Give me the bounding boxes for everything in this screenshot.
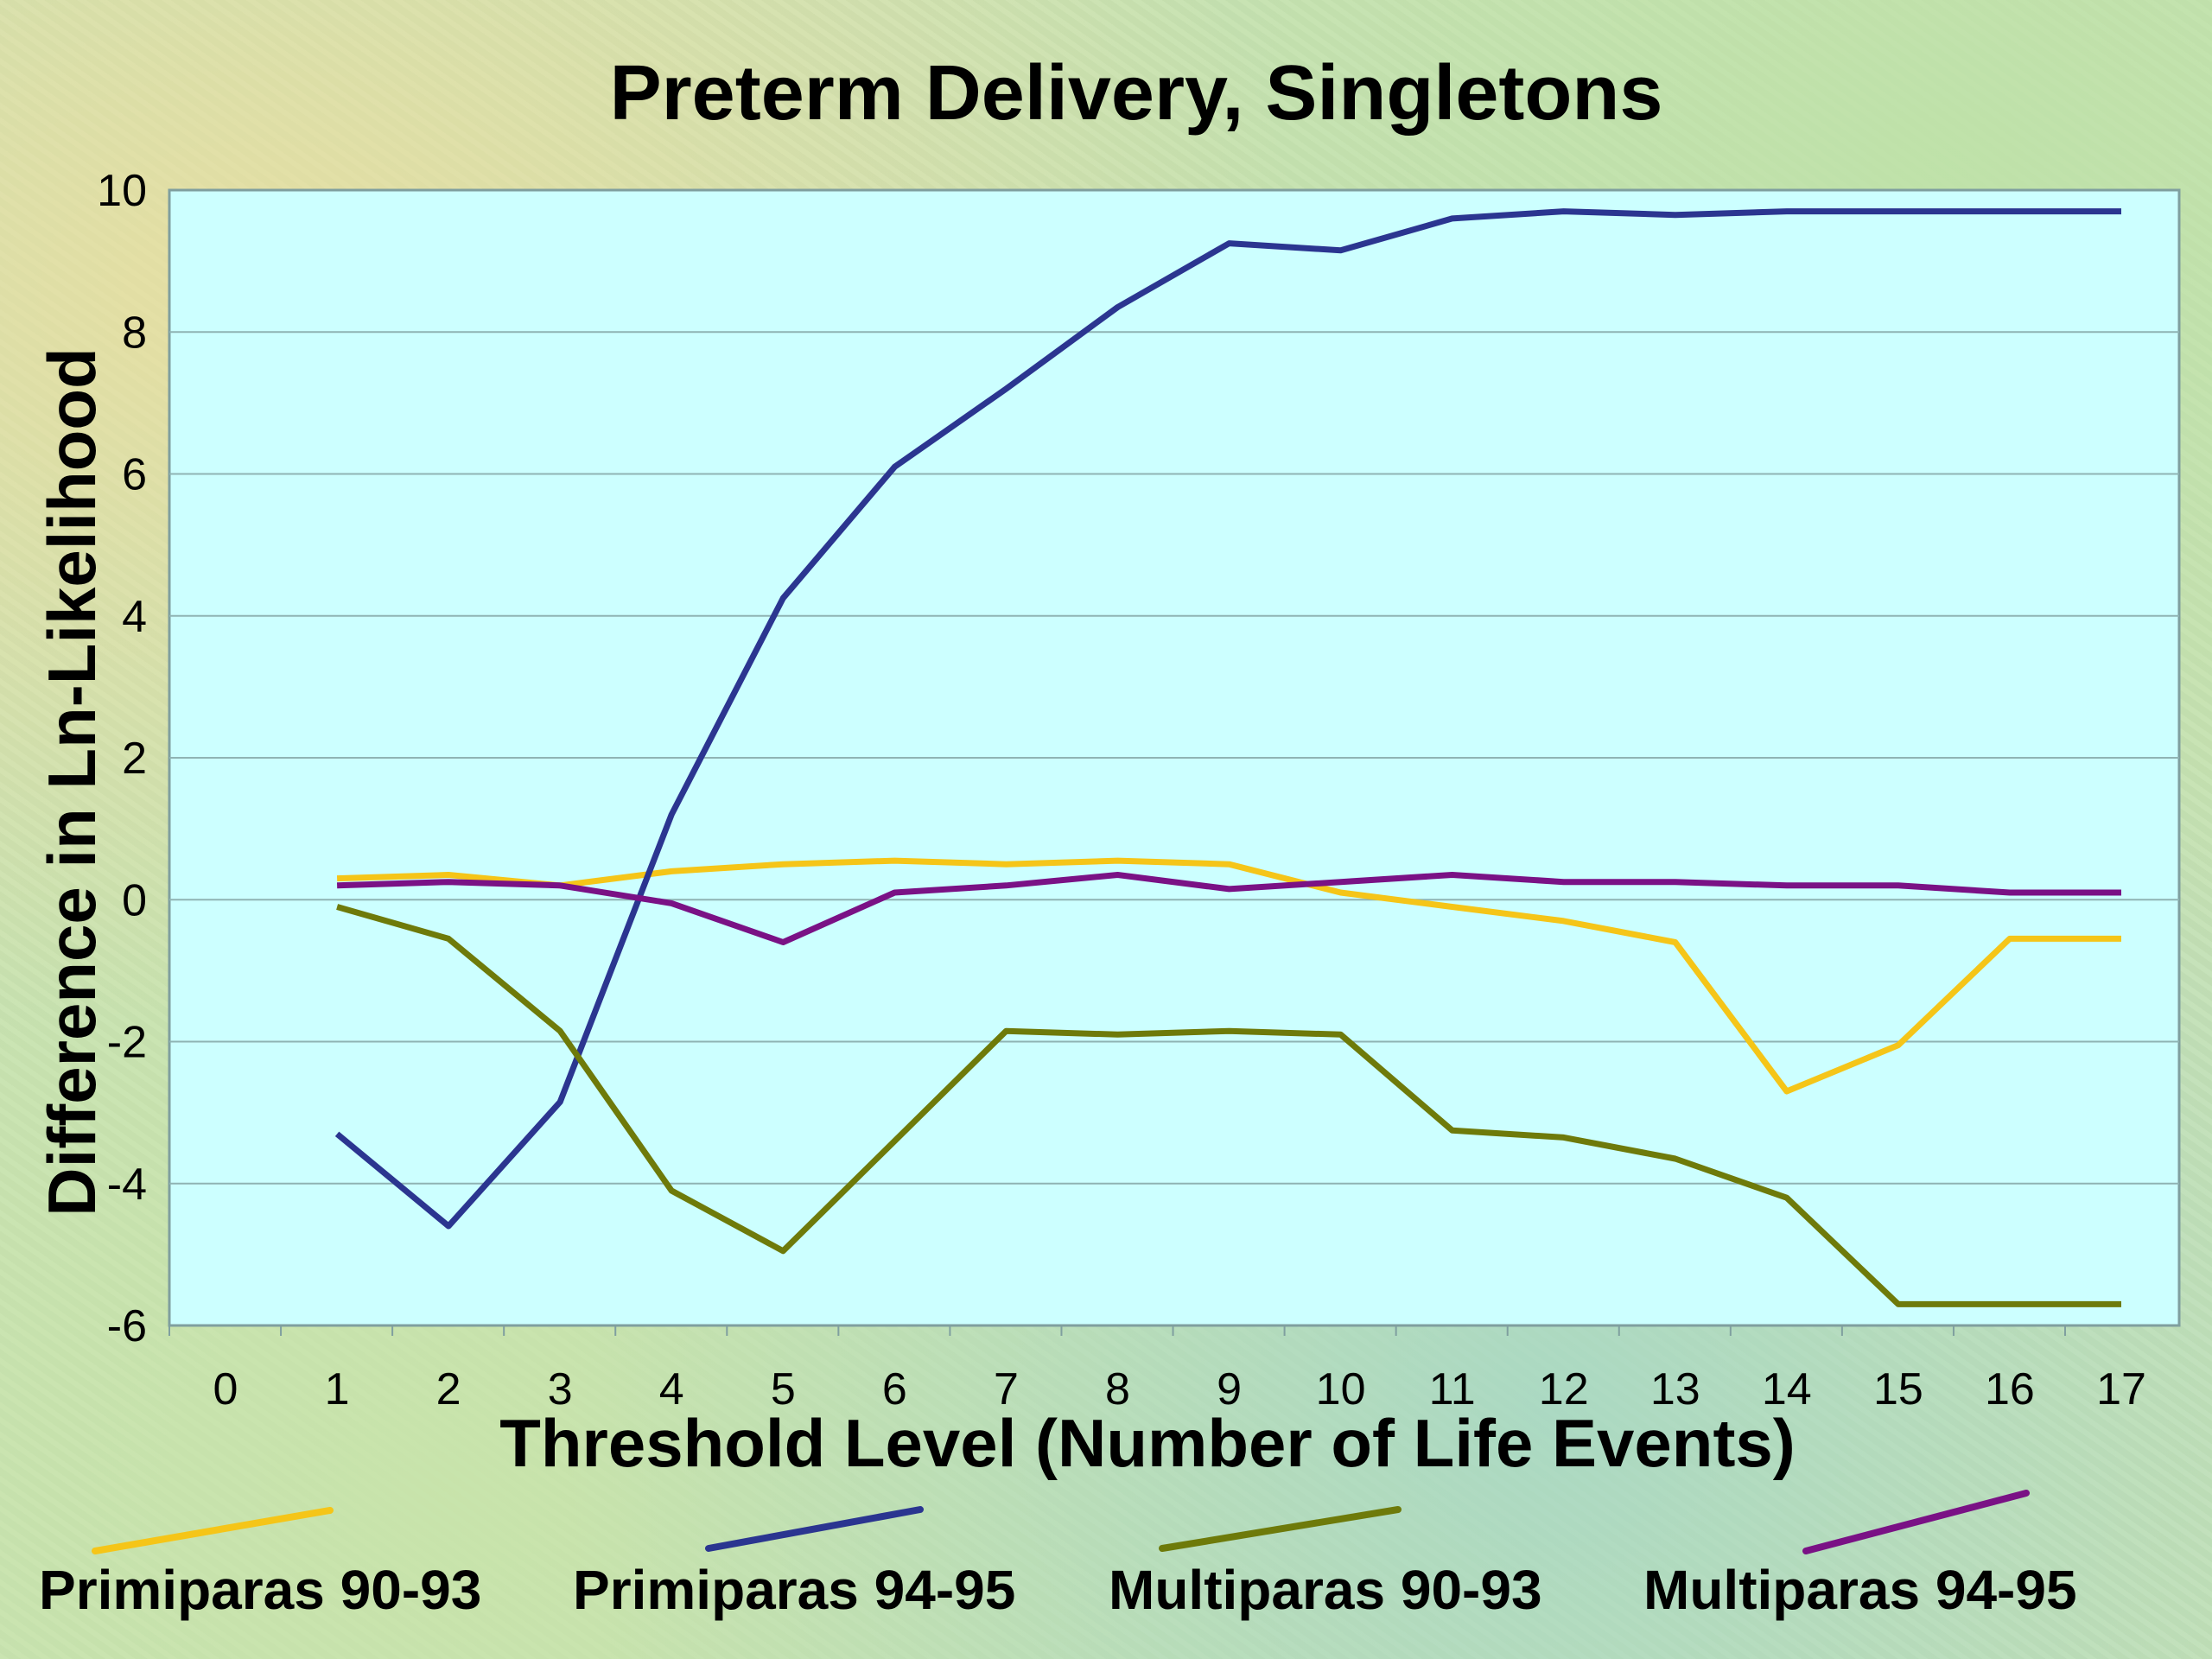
y-tick-label: 8	[122, 308, 147, 358]
x-tick-label: 11	[1429, 1364, 1476, 1414]
x-tick-label: 16	[1985, 1364, 2035, 1414]
y-tick-label: -2	[107, 1018, 147, 1068]
x-tick-label: 3	[548, 1364, 573, 1414]
series-line-4	[336, 872, 2121, 945]
x-axis-title: Threshold Level (Number of Life Events)	[499, 1405, 1796, 1481]
x-axis-ticks: 0 1 2 3 4 5 6 7 8 9 10 11 12 13 14 15 16 17	[168, 1325, 2146, 1414]
series-line-3	[336, 904, 2121, 1307]
legend-swatch	[1802, 1490, 2030, 1554]
x-tick-label: 12	[1539, 1364, 1589, 1414]
legend-swatch	[1159, 1506, 1402, 1552]
legend-swatch	[92, 1507, 334, 1554]
gridlines	[169, 331, 2179, 1185]
y-tick-label: 6	[122, 450, 147, 500]
y-tick-label: 10	[97, 166, 147, 216]
series-line-1	[336, 857, 2121, 1095]
x-tick-label: 14	[1762, 1364, 1812, 1414]
x-tick-label: 17	[2096, 1364, 2146, 1414]
y-tick-label: -6	[107, 1301, 147, 1351]
x-tick-label: 2	[436, 1364, 461, 1414]
x-tick-label: 9	[1217, 1364, 1242, 1414]
x-tick-label: 8	[1105, 1364, 1130, 1414]
legend-label: Primiparas 90-93	[39, 1559, 481, 1621]
x-tick-label: 0	[213, 1364, 238, 1414]
x-tick-label: 1	[325, 1364, 350, 1414]
chart-title: Preterm Delivery, Singletons	[610, 50, 1663, 137]
legend-label: Multiparas 94-95	[1643, 1559, 2077, 1621]
legend-label: Primiparas 94-95	[573, 1559, 1015, 1621]
x-tick-label: 10	[1316, 1364, 1366, 1414]
y-axis-title: Difference in Ln-Likelihood	[34, 347, 110, 1216]
series-lines	[334, 208, 2121, 1307]
x-tick-label: 7	[994, 1364, 1019, 1414]
x-tick-label: 15	[1873, 1364, 1923, 1414]
legend: Primiparas 90-93 Primiparas 94-95 Multipar…	[39, 1490, 2077, 1621]
y-tick-label: 4	[122, 592, 147, 642]
x-tick-label: 13	[1650, 1364, 1700, 1414]
x-tick-label: 6	[882, 1364, 907, 1414]
legend-swatch	[705, 1506, 924, 1552]
y-tick-label: 2	[122, 734, 147, 784]
series-line-2	[334, 208, 2121, 1230]
y-tick-label: -4	[107, 1160, 147, 1210]
y-tick-label: 0	[122, 875, 147, 925]
x-tick-label: 5	[771, 1364, 796, 1414]
x-tick-label: 4	[659, 1364, 684, 1414]
legend-label: Multiparas 90-93	[1109, 1559, 1542, 1621]
y-axis-ticks: 10 8 6 4 2 0 -2 -4 -6	[97, 166, 147, 1351]
